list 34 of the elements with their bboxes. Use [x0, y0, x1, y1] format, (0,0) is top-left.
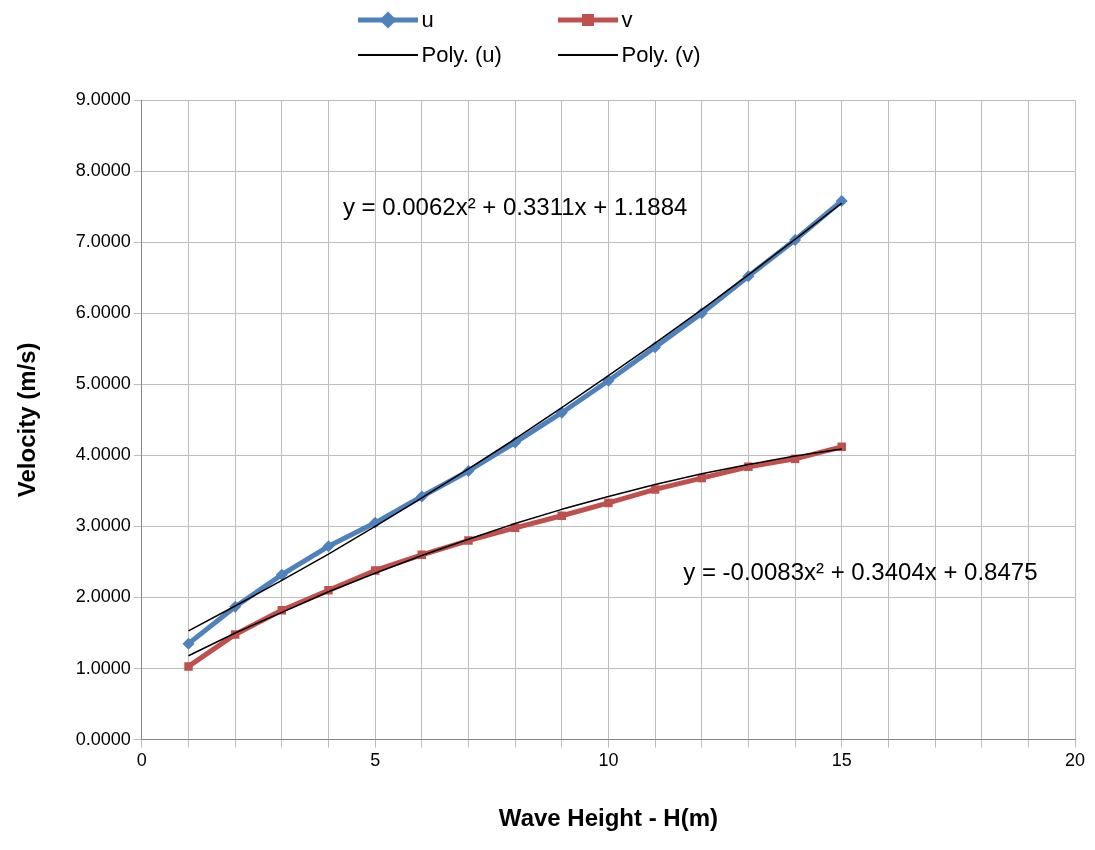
y-tick-label: 4.0000 — [75, 444, 131, 465]
point — [322, 540, 335, 553]
y-tick-label: 8.0000 — [75, 160, 131, 181]
x-tick-label: 5 — [370, 750, 381, 771]
point — [835, 194, 848, 207]
point — [604, 498, 613, 508]
y-tick-label: 5.0000 — [75, 373, 131, 394]
x-tick-label: 0 — [136, 750, 147, 771]
legend-label: Poly. (u) — [421, 41, 502, 68]
legend-label: Poly. (v) — [621, 41, 701, 68]
point — [555, 406, 568, 419]
point — [697, 473, 706, 483]
y-tick-label: 6.0000 — [75, 302, 131, 323]
point — [275, 568, 288, 581]
y-axis-title: Velocity (m/s) — [13, 342, 41, 498]
legend-label: v — [621, 6, 633, 33]
y-tick-label: 1.0000 — [75, 657, 131, 678]
x-tick-label: 15 — [831, 750, 852, 771]
annotation: y = -0.0083x² + 0.3404x + 0.8475 — [683, 557, 1038, 585]
x-tick-label: 20 — [1064, 750, 1086, 771]
x-axis-title: Wave Height - H(m) — [498, 804, 718, 832]
y-tick-label: 2.0000 — [75, 586, 131, 607]
point — [184, 662, 193, 671]
x-tick-label: 10 — [598, 750, 619, 771]
point — [837, 442, 846, 452]
point — [557, 511, 567, 520]
point — [182, 637, 195, 650]
legend-label: u — [421, 6, 434, 33]
y-tick-label: 7.0000 — [75, 231, 131, 252]
point — [650, 485, 660, 494]
y-tick-label: 0.0000 — [75, 728, 131, 749]
y-tick-label: 9.0000 — [75, 88, 131, 109]
annotation: y = 0.0062x² + 0.3311x + 1.1884 — [342, 193, 688, 221]
y-tick-label: 3.0000 — [75, 515, 131, 536]
